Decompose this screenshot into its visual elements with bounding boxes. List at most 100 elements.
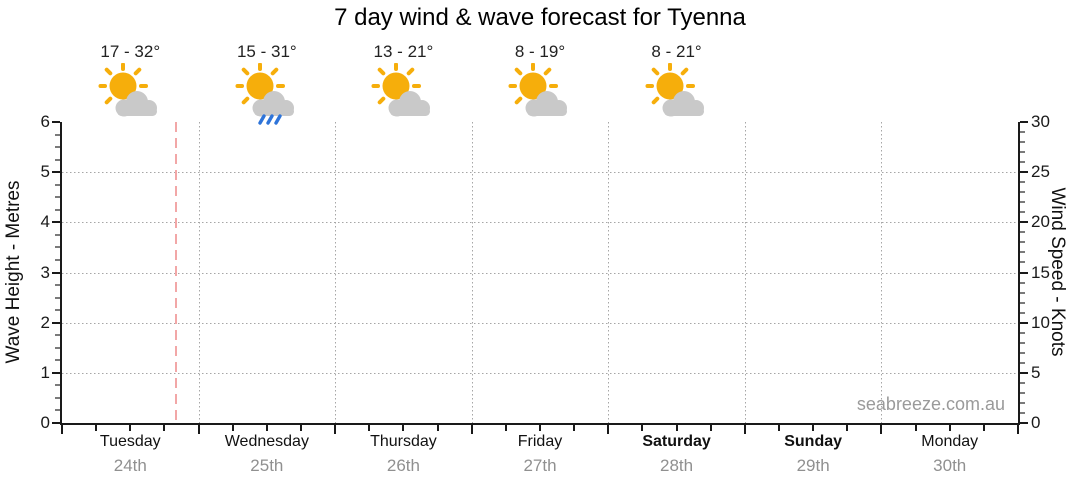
right-axis-minor-tick — [1020, 391, 1025, 394]
sun-rays — [235, 63, 285, 105]
left-axis-tick-label: 0 — [40, 413, 50, 432]
bottom-axis-major-tick — [334, 425, 337, 434]
temperature-range-label: 8 - 19° — [514, 42, 566, 61]
bottom-axis-major-tick — [880, 425, 883, 434]
now-time-line — [175, 122, 178, 423]
bottom-axis-line — [60, 423, 1020, 425]
bottom-axis-minor-tick — [709, 425, 712, 431]
left-axis-minor-tick — [55, 158, 60, 161]
left-axis-minor-tick — [55, 146, 60, 149]
left-axis-minor-tick — [55, 409, 60, 412]
bottom-axis-minor-tick — [402, 425, 405, 431]
gridline-vertical — [608, 122, 610, 423]
left-axis-tick-label: 4 — [40, 212, 50, 232]
sun-rays — [98, 63, 149, 105]
day-name-label: Monday — [921, 433, 979, 450]
watermark: seabreeze.com.au — [856, 394, 1005, 414]
left-axis-tick-label: 6 — [40, 112, 50, 131]
left-axis-minor-tick — [55, 196, 60, 199]
right-axis-minor-tick — [1020, 291, 1025, 294]
temperature-range-label: 13 - 21° — [373, 42, 434, 61]
right-axis-minor-tick — [1020, 301, 1025, 304]
right-axis-line — [1018, 122, 1020, 425]
gridline-vertical — [881, 122, 883, 423]
right-axis-minor-tick — [1020, 331, 1025, 334]
cloud-icon — [662, 91, 704, 117]
right-axis-minor-tick — [1020, 161, 1025, 164]
right-axis-tick-label: 0 — [1031, 413, 1041, 432]
chart-title: 7 day wind & wave forecast for Tyenna — [334, 4, 746, 31]
left-axis-major-tick — [52, 422, 60, 424]
right-axis-major-tick — [1020, 321, 1028, 324]
temperature-range-label: 17 - 32° — [100, 42, 161, 61]
left-axis-tick-label: 5 — [40, 162, 50, 182]
left-axis-major-tick — [52, 171, 60, 174]
sun-cloud-icon — [508, 63, 567, 117]
day-date-label: 26th — [386, 456, 420, 475]
left-axis-major-tick — [52, 271, 60, 274]
bottom-axis-minor-tick — [812, 425, 815, 431]
gridline-vertical — [198, 122, 200, 423]
right-axis-minor-tick — [1020, 181, 1025, 184]
right-axis-minor-tick — [1020, 151, 1025, 154]
day-date-label: 25th — [250, 456, 284, 475]
gridline-vertical — [335, 122, 337, 423]
right-axis-minor-tick — [1020, 261, 1025, 264]
left-axis-line — [60, 122, 62, 425]
right-axis-minor-tick — [1020, 241, 1025, 244]
left-axis-major-tick — [52, 321, 60, 324]
right-axis-minor-tick — [1020, 201, 1025, 204]
temperature-range-label: 15 - 31° — [236, 42, 297, 61]
right-axis-minor-tick — [1020, 281, 1025, 284]
bottom-axis-minor-tick — [641, 425, 644, 431]
right-axis-major-tick — [1020, 422, 1028, 424]
right-axis-tick-label: 25 — [1031, 162, 1050, 182]
bottom-axis-major-tick — [197, 425, 200, 434]
day-name-label: Wednesday — [224, 433, 309, 450]
left-axis-minor-tick — [55, 359, 60, 362]
cloud-icon — [252, 91, 294, 117]
left-axis-major-tick — [52, 121, 60, 123]
right-axis-minor-tick — [1020, 361, 1025, 364]
right-axis-minor-tick — [1020, 251, 1025, 254]
bottom-axis-major-tick — [607, 425, 610, 434]
day-date-label: 24th — [113, 456, 147, 475]
bottom-axis-minor-tick — [539, 425, 541, 431]
left-axis-minor-tick — [55, 258, 60, 261]
sun-rays — [508, 63, 558, 105]
left-axis-minor-tick — [55, 396, 60, 399]
gridline-vertical — [744, 122, 746, 423]
bottom-axis-major-tick — [1017, 425, 1019, 434]
sun-icon — [109, 72, 137, 100]
left-axis-minor-tick — [55, 233, 60, 236]
day-name-label: Tuesday — [99, 433, 161, 450]
sun-cloud-rain-icon — [235, 63, 294, 125]
bottom-axis-minor-tick — [129, 425, 132, 431]
right-axis-minor-tick — [1020, 131, 1025, 134]
bottom-axis-minor-tick — [504, 425, 507, 431]
rain-icon — [258, 114, 282, 125]
sun-cloud-icon — [645, 63, 704, 117]
bottom-axis-minor-tick — [914, 425, 917, 431]
gridline-horizontal — [62, 372, 1018, 374]
gridline-horizontal — [62, 222, 1018, 224]
left-axis-minor-tick — [55, 334, 60, 337]
left-axis-minor-tick — [55, 246, 60, 249]
sun-rays — [645, 63, 695, 105]
bottom-axis-minor-tick — [778, 425, 780, 431]
right-axis-major-tick — [1020, 121, 1028, 123]
left-axis-minor-tick — [55, 309, 60, 312]
gridline-horizontal — [62, 172, 1018, 174]
gridline-horizontal — [62, 322, 1018, 324]
day-date-label: 29th — [796, 456, 830, 475]
bottom-axis-minor-tick — [948, 425, 951, 431]
sun-icon — [656, 72, 684, 100]
bottom-axis-minor-tick — [573, 425, 576, 431]
sun-cloud-icon — [371, 63, 431, 117]
bottom-axis-minor-tick — [846, 425, 849, 431]
bottom-axis-minor-tick — [368, 425, 371, 431]
right-axis-major-tick — [1020, 271, 1028, 274]
bottom-axis-minor-tick — [231, 425, 234, 431]
right-axis-tick-label: 5 — [1031, 362, 1041, 382]
